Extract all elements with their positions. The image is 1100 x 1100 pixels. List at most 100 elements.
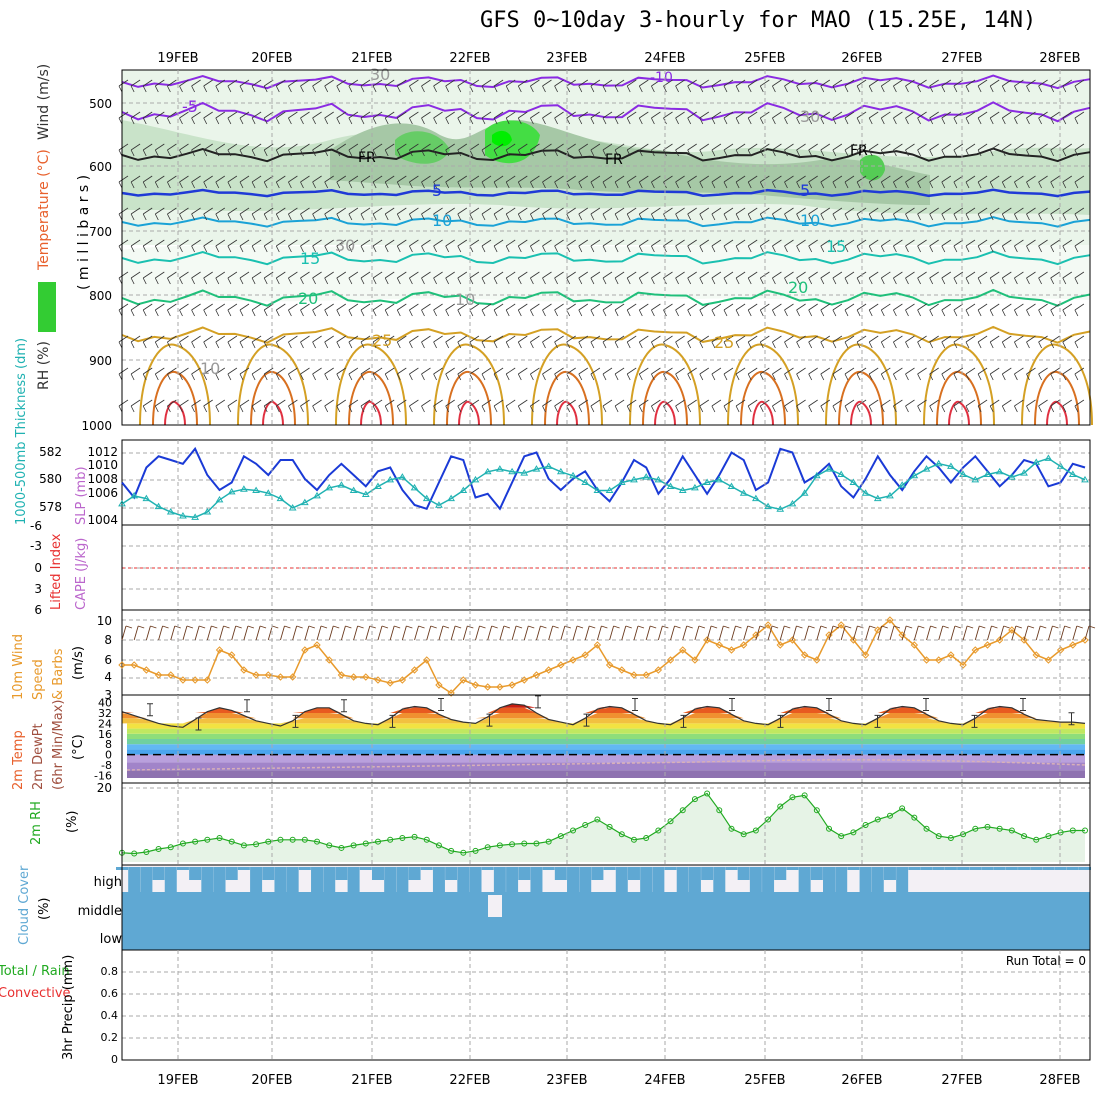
wind-barb [348, 303, 359, 317]
wind-barb-shaft [276, 239, 286, 247]
wind-barb-shaft [227, 207, 238, 215]
wind-barb [651, 399, 661, 413]
wind-barb-shaft [130, 207, 141, 215]
wind-barb-shaft [651, 79, 661, 87]
thickness-point [447, 494, 456, 502]
wind-barb-flag [421, 149, 425, 157]
thickness-point [483, 467, 492, 475]
wind-barb [445, 239, 455, 253]
wind-barb-flag [1050, 117, 1055, 125]
wind-barb [433, 111, 443, 125]
wind-barb [905, 239, 915, 253]
wind-barb-flag [953, 245, 958, 253]
wind-barb [917, 335, 927, 349]
wind-barb-flag [893, 213, 897, 221]
wind-barb-flag [1062, 341, 1067, 349]
wind-barb-shaft [590, 143, 601, 151]
wind10-barb-flag [674, 625, 681, 629]
wind-barb-flag [917, 149, 921, 157]
wind-barb-shaft [844, 367, 855, 375]
wind-barb [445, 175, 455, 189]
wind-barb [300, 207, 310, 221]
wind-barb-flag [626, 117, 631, 125]
wind-barb [348, 79, 359, 93]
rh2m-point [826, 825, 833, 832]
wind-barb-shaft [191, 271, 201, 279]
wind-barb-flag [481, 181, 486, 189]
wind-barb-flag [493, 213, 498, 221]
wind-barb-flag [421, 277, 425, 285]
wind-barb [1074, 367, 1085, 381]
wind-barb [614, 335, 625, 349]
wind-barb-flag [747, 181, 752, 189]
wind-barb-flag [336, 213, 341, 221]
wind10-barb-flag [784, 625, 791, 629]
temp2m-ylabel-text: (6hr Min/Max) [51, 700, 66, 790]
wind-barb-shaft [941, 335, 952, 343]
wind-barb [638, 175, 649, 189]
wind-barb [481, 271, 492, 285]
wind10-barb [121, 625, 127, 641]
wind-barb-shaft [167, 367, 177, 375]
wind10-barb [133, 625, 139, 641]
rh2m-point [521, 840, 528, 847]
wind-barb-flag [275, 181, 280, 189]
wind-barb-flag [530, 181, 534, 189]
wind10-barb [462, 625, 468, 641]
wind-barb-flag [893, 149, 897, 157]
wind-barb-flag [820, 309, 825, 317]
wind-barb [747, 303, 758, 317]
wind-barb-flag [360, 373, 365, 381]
wind-barb [312, 239, 322, 253]
wind-barb [396, 367, 407, 381]
cloud-low-mid-block [122, 892, 1090, 950]
wind-barb [457, 111, 468, 125]
wind-barb-shaft [421, 335, 431, 343]
cloud-high-bar [140, 867, 153, 892]
wind-barb-shaft [421, 111, 431, 119]
thickness-line [121, 457, 1086, 519]
wind-barb [687, 271, 697, 285]
wind-barb-shaft [179, 79, 189, 87]
wind-barb-flag [759, 245, 764, 253]
cloud-high-bar [859, 867, 872, 892]
wind-barb-shaft [590, 271, 601, 279]
thickness-point [849, 478, 858, 485]
wind-barb-flag [893, 405, 897, 413]
wind-barb-flag [154, 117, 159, 125]
thickness-point [983, 470, 992, 477]
wind-barb [687, 111, 697, 125]
wind-barb-shaft [348, 399, 359, 407]
wind-barb-flag [711, 149, 716, 157]
temp-minmax-bar [583, 713, 590, 727]
rh-shade-band [485, 120, 540, 164]
wind-barb-shaft [433, 79, 443, 87]
wind-barb-shaft [820, 367, 831, 375]
wind10-barb [865, 625, 871, 641]
wind-barb-shaft [1038, 335, 1048, 343]
wind-barb-shaft [179, 399, 189, 407]
wind-barb-flag [433, 213, 437, 221]
wind-barb [880, 111, 891, 125]
wind-barb-shaft [372, 271, 383, 279]
wind-barb-shaft [699, 399, 710, 407]
wind-barb-flag [433, 341, 437, 349]
wind-barb-shaft [1050, 271, 1060, 279]
wind-barb [965, 111, 976, 125]
wind-barb [275, 175, 286, 189]
wind-barb-flag [142, 373, 147, 381]
wind-barb-flag [723, 405, 728, 413]
wind-barb-flag [348, 245, 353, 253]
wind10-point [398, 676, 407, 684]
wind-barb-shaft [989, 367, 1000, 375]
wind-barb [251, 143, 262, 157]
wind-barb-flag [517, 117, 522, 125]
wind-barb [953, 175, 964, 189]
wind-barb [977, 207, 988, 221]
wind10-point [337, 671, 346, 679]
wind-barb-flag [457, 373, 462, 381]
rh2m-point [131, 850, 138, 857]
wind-barb [868, 367, 879, 381]
wind-barb-shaft [929, 335, 939, 343]
thickness-point [496, 465, 504, 472]
